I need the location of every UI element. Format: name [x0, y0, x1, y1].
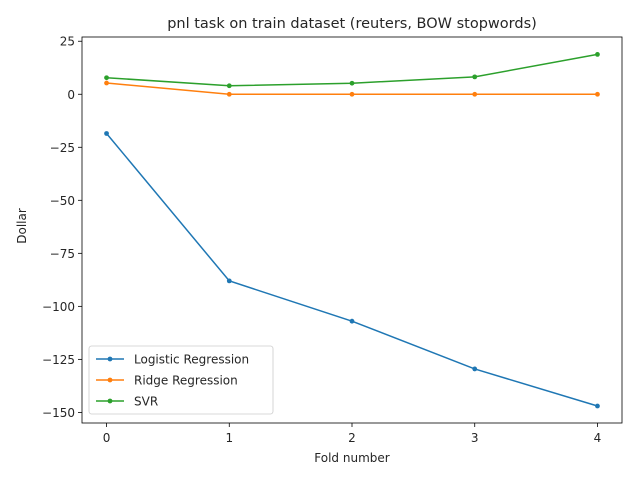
y-tick-label: 25: [60, 35, 75, 49]
data-point: [595, 403, 600, 409]
data-point: [104, 80, 109, 86]
y-axis-label: Dollar: [15, 208, 29, 244]
legend-box: [88, 345, 274, 415]
x-tick-label: 2: [348, 431, 356, 445]
x-tick-label: 0: [103, 431, 111, 445]
data-point: [349, 91, 355, 97]
data-point: [472, 366, 478, 372]
x-tick-label: 1: [225, 431, 233, 445]
legend: Logistic Regression Ridge Regression SVR: [88, 345, 274, 415]
y-tick-label: −75: [50, 247, 75, 261]
plot-area: 0 1 2 3 4 25 0 −25 −50 −75 −100 −125 −150: [42, 35, 623, 445]
data-point: [226, 91, 232, 97]
x-tick-label: 3: [471, 431, 479, 445]
chart-title: pnl task on train dataset (reuters, BOW …: [167, 16, 537, 32]
y-tick-label: −125: [42, 353, 75, 367]
x-axis-label: Fold number: [314, 451, 389, 465]
data-point: [472, 91, 478, 97]
legend-marker: [107, 377, 113, 383]
data-point: [595, 91, 600, 97]
legend-label: Ridge Regression: [134, 374, 238, 388]
data-point: [472, 74, 478, 80]
data-point: [595, 51, 600, 57]
data-point: [104, 131, 109, 136]
legend-marker: [107, 398, 113, 404]
y-tick-label: −50: [50, 194, 75, 208]
y-tick-label: 0: [67, 88, 75, 102]
y-tick-label: −150: [42, 406, 75, 420]
data-point: [226, 83, 232, 89]
data-point: [349, 80, 355, 86]
legend-label: SVR: [134, 395, 158, 409]
legend-marker: [107, 356, 113, 362]
data-point: [104, 75, 109, 81]
x-tick-label: 4: [594, 431, 602, 445]
legend-label: Logistic Regression: [134, 353, 249, 367]
y-tick-label: −25: [50, 141, 75, 155]
data-point: [226, 278, 232, 284]
y-tick-label: −100: [42, 300, 75, 314]
data-point: [349, 318, 355, 324]
